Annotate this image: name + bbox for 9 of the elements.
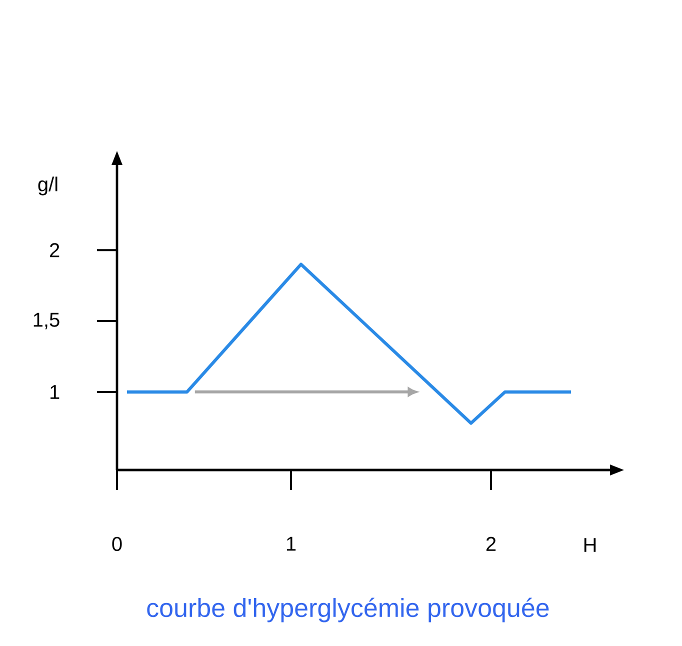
x-axis-title: H — [584, 538, 596, 552]
x-tick-label: 1 — [286, 536, 296, 551]
y-tick-label: 1,5 — [34, 312, 60, 330]
y-axis-title: g/l — [38, 176, 58, 196]
x-tick-label: 0 — [112, 536, 122, 552]
y-tick-label: 1 — [50, 385, 60, 399]
x-tick-label: 2 — [486, 536, 496, 551]
text: courbe d'hyperglycémie provoquée — [147, 598, 549, 622]
y-tick-label: 2 — [50, 243, 60, 258]
